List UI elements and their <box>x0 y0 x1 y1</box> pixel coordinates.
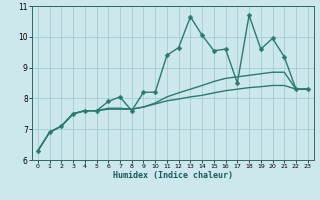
X-axis label: Humidex (Indice chaleur): Humidex (Indice chaleur) <box>113 171 233 180</box>
